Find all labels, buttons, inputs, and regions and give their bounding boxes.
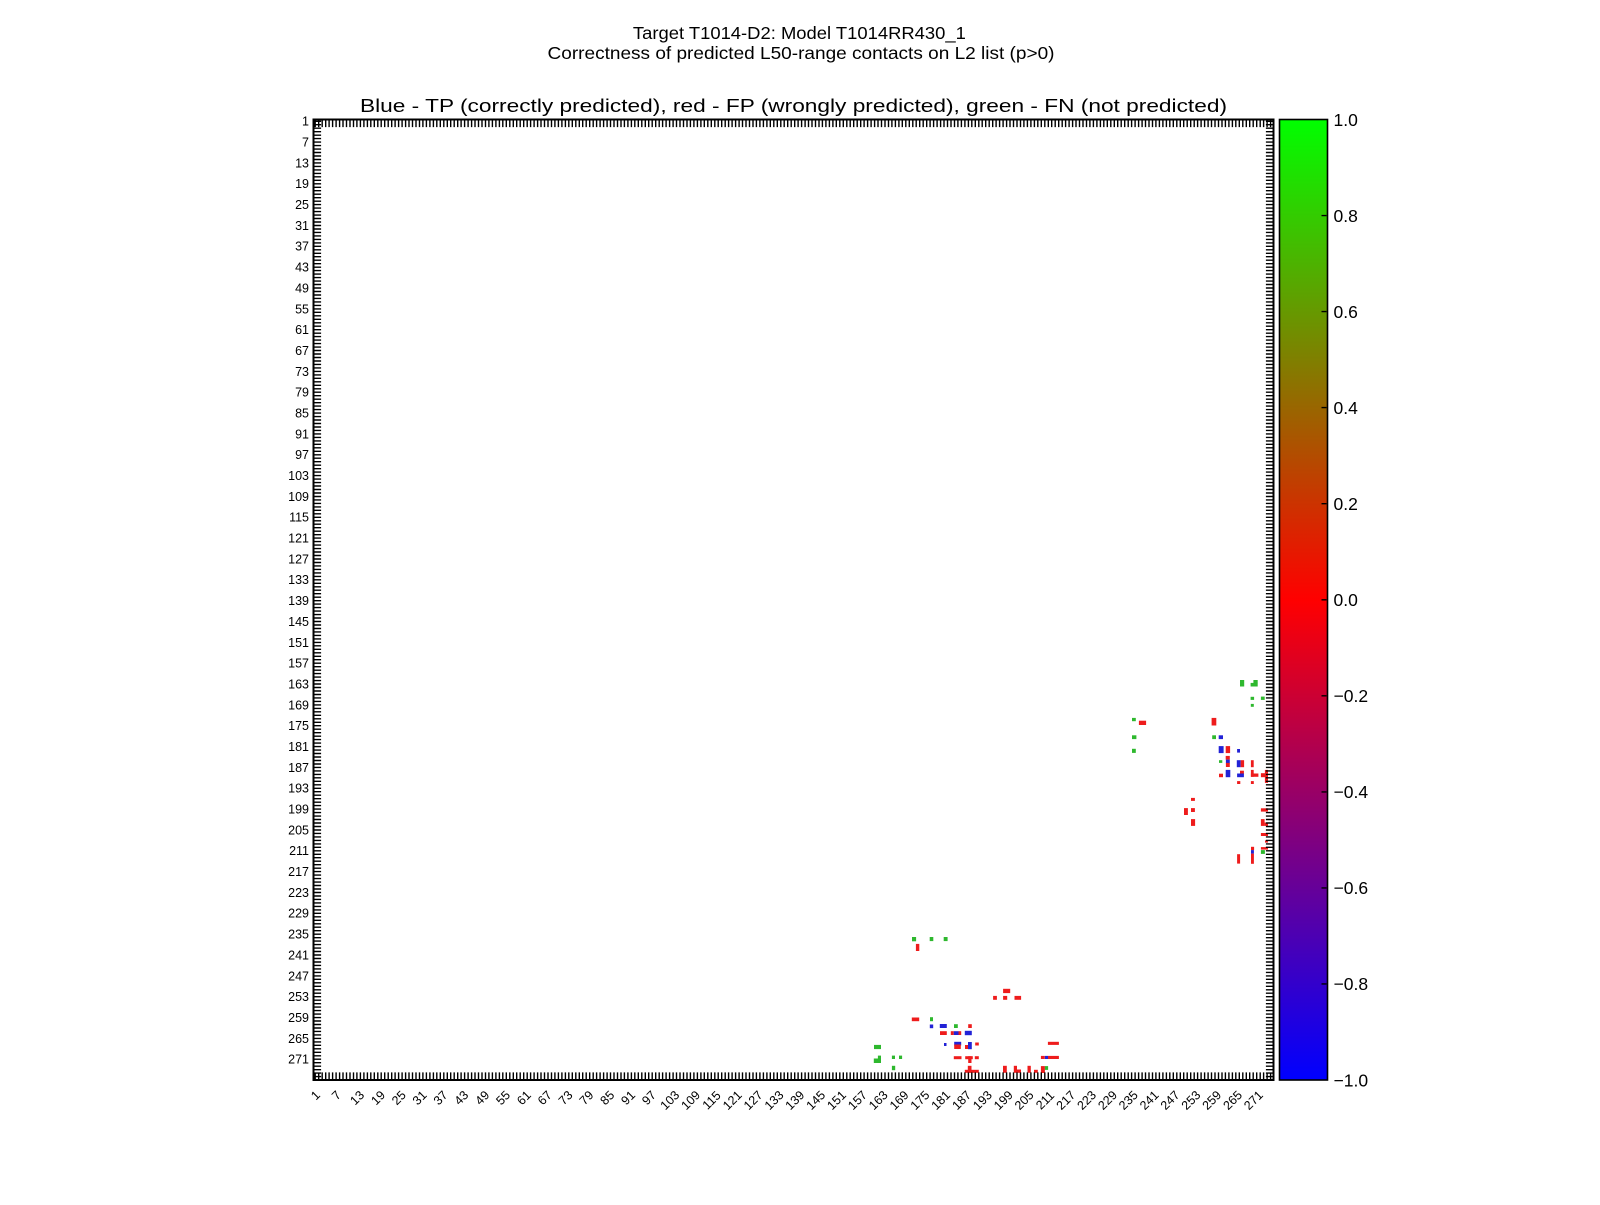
svg-text:121: 121 (288, 532, 309, 546)
svg-text:169: 169 (288, 698, 309, 712)
svg-text:175: 175 (288, 719, 309, 733)
svg-text:145: 145 (288, 615, 309, 629)
svg-text:151: 151 (288, 636, 309, 650)
svg-text:103: 103 (288, 469, 309, 483)
svg-text:43: 43 (295, 261, 309, 275)
svg-text:31: 31 (295, 219, 309, 233)
svg-text:−0.2: −0.2 (1334, 686, 1369, 706)
svg-text:0.6: 0.6 (1334, 302, 1358, 322)
svg-text:0.2: 0.2 (1334, 494, 1358, 514)
svg-text:−0.6: −0.6 (1334, 878, 1369, 898)
svg-text:193: 193 (288, 782, 309, 796)
svg-text:91: 91 (295, 427, 309, 441)
svg-text:7: 7 (302, 136, 309, 150)
svg-text:67: 67 (295, 344, 309, 358)
svg-text:−0.4: −0.4 (1334, 782, 1369, 802)
svg-text:265: 265 (288, 1032, 309, 1046)
svg-text:85: 85 (295, 407, 309, 421)
svg-text:229: 229 (288, 907, 309, 921)
svg-text:139: 139 (288, 594, 309, 608)
svg-text:109: 109 (288, 490, 309, 504)
svg-text:253: 253 (288, 990, 309, 1004)
svg-text:181: 181 (288, 740, 309, 754)
svg-text:73: 73 (295, 365, 309, 379)
svg-text:Blue - TP (correctly predicted: Blue - TP (correctly predicted), red - F… (360, 95, 1227, 116)
svg-text:241: 241 (288, 948, 309, 962)
svg-text:37: 37 (295, 240, 309, 254)
svg-text:163: 163 (288, 677, 309, 691)
svg-text:271: 271 (288, 1053, 309, 1067)
svg-text:115: 115 (289, 511, 309, 525)
svg-text:1: 1 (302, 115, 309, 129)
svg-text:61: 61 (295, 323, 309, 337)
svg-text:−1.0: −1.0 (1334, 1070, 1369, 1090)
svg-text:79: 79 (295, 386, 309, 400)
svg-text:13: 13 (295, 156, 309, 170)
svg-text:19: 19 (295, 177, 309, 191)
svg-text:127: 127 (288, 552, 309, 566)
svg-text:211: 211 (289, 844, 309, 858)
svg-text:223: 223 (288, 886, 309, 900)
svg-text:97: 97 (295, 448, 309, 462)
svg-text:55: 55 (295, 302, 309, 316)
svg-text:0.0: 0.0 (1334, 590, 1359, 610)
svg-text:25: 25 (295, 198, 309, 212)
svg-text:49: 49 (295, 281, 309, 295)
svg-text:259: 259 (288, 1011, 309, 1025)
svg-text:Target T1014-D2: Model T1014RR: Target T1014-D2: Model T1014RR430_1 (633, 23, 966, 44)
svg-text:247: 247 (288, 969, 309, 983)
svg-text:205: 205 (288, 823, 309, 837)
svg-text:235: 235 (288, 928, 309, 942)
svg-text:133: 133 (288, 573, 309, 587)
svg-text:199: 199 (288, 803, 309, 817)
svg-text:1.0: 1.0 (1334, 110, 1359, 130)
svg-text:157: 157 (288, 657, 309, 671)
svg-text:−0.8: −0.8 (1334, 974, 1369, 994)
svg-text:0.4: 0.4 (1334, 398, 1359, 418)
svg-text:217: 217 (288, 865, 309, 879)
svg-text:187: 187 (288, 761, 309, 775)
svg-text:Correctness of predicted L50-r: Correctness of predicted L50-range conta… (548, 43, 1055, 63)
svg-text:0.8: 0.8 (1334, 206, 1358, 226)
